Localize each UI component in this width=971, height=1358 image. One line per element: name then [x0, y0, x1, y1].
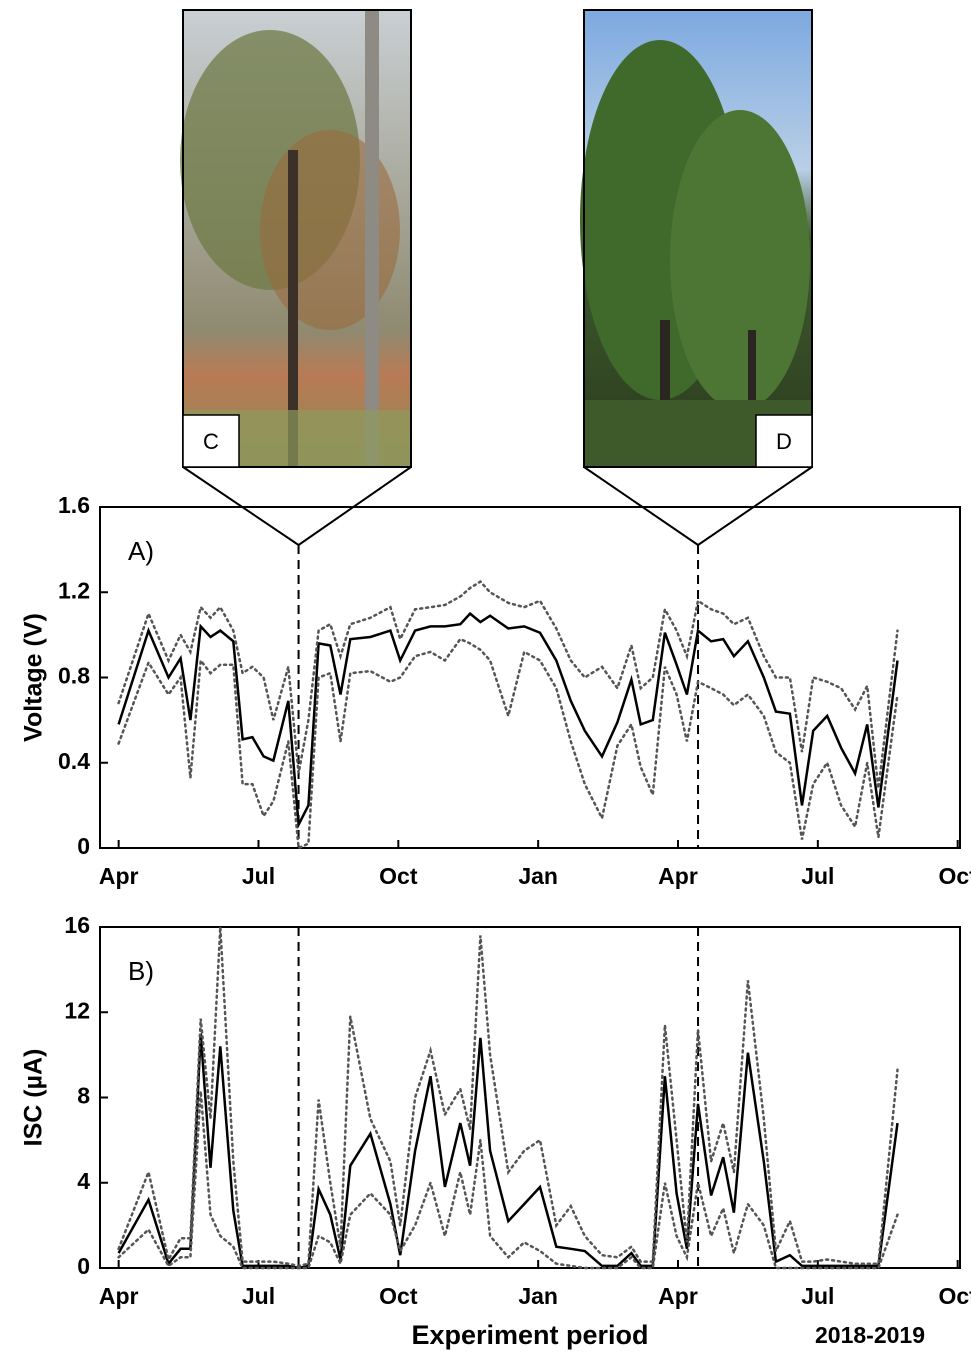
y-tick-label: 0.4 [58, 748, 90, 774]
x-tick-label: Jan [518, 863, 558, 889]
y-tick-label: 0.8 [58, 663, 90, 689]
range-line [117, 579, 899, 789]
mean-line [117, 611, 899, 830]
mean-line [117, 1033, 899, 1270]
x-tick-label: Oct [379, 863, 418, 889]
y-axis-label: ISC (µA) [20, 1049, 48, 1147]
callout [583, 466, 813, 547]
y-tick-label: 0 [77, 1253, 90, 1279]
y-tick-label: 16 [64, 912, 90, 938]
x-tick-label: Apr [658, 863, 698, 889]
x-tick-label: Oct [938, 1283, 971, 1309]
photo-label-box [182, 414, 240, 468]
x-tick-label: Jul [801, 863, 834, 889]
x-tick-label: Apr [658, 1283, 698, 1309]
photo-label-box [755, 414, 813, 468]
x-tick-label: Apr [99, 863, 139, 889]
photo-label: C [203, 429, 219, 454]
y-tick-label: 8 [77, 1083, 90, 1109]
y-tick-label: 12 [64, 997, 90, 1023]
x-tick-label: Jul [242, 863, 275, 889]
period-note: 2018-2019 [815, 1322, 925, 1348]
y-tick-label: 1.6 [58, 492, 90, 518]
x-axis-label: Experiment period [411, 1320, 648, 1350]
x-tick-label: Apr [99, 1283, 139, 1309]
plot-frame [99, 506, 961, 849]
panel-label: A) [128, 536, 154, 566]
photo-c [180, 10, 411, 467]
x-tick-label: Oct [379, 1283, 418, 1309]
range-line [117, 637, 899, 850]
photo-frame [583, 9, 813, 468]
x-tick-label: Jul [242, 1283, 275, 1309]
range-line [117, 926, 899, 1268]
y-axis-label: Voltage (V) [20, 613, 48, 742]
x-tick-label: Jul [801, 1283, 834, 1309]
callout [182, 466, 412, 547]
y-tick-label: 1.2 [58, 577, 90, 603]
x-tick-label: Jan [518, 1283, 558, 1309]
x-tick-label: Oct [938, 863, 971, 889]
range-line [117, 1091, 899, 1270]
photo-d [580, 10, 812, 467]
panel-label: B) [128, 956, 154, 986]
y-tick-label: 0 [77, 833, 90, 859]
photo-label: D [776, 429, 792, 454]
photo-frame [182, 9, 412, 468]
y-tick-label: 4 [77, 1168, 90, 1194]
